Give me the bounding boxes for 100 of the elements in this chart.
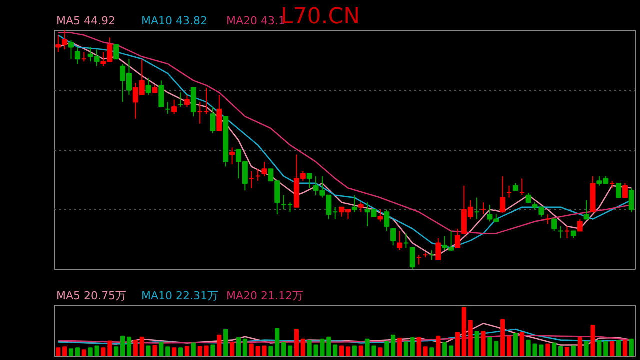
bar [455,332,460,356]
bar [133,340,138,356]
text: MA5 20.75万 [56,290,127,302]
bar [178,348,184,356]
bar [404,342,408,356]
bar [242,338,248,356]
bar [481,330,486,356]
candlestick [454,228,460,248]
bar [236,337,241,356]
bar [120,336,126,356]
bar [430,348,434,356]
candlestick [81,52,87,62]
bar [397,338,402,356]
candlestick [287,202,294,213]
bar [166,346,170,356]
candlestick [564,226,570,239]
candlestick [216,94,222,132]
bar [333,344,338,356]
candlestick [306,173,312,189]
bar [449,346,454,356]
bar [546,344,550,356]
bar [513,332,518,356]
candlestick [172,99,178,115]
bar [340,346,344,356]
candlestick [197,102,203,124]
bar [56,348,61,356]
bar [384,341,390,356]
bar [75,348,80,356]
bar [82,350,86,356]
candlestick [545,214,551,225]
candlestick [262,161,268,177]
bar [184,346,190,356]
candlestick [204,87,210,115]
candlestick [416,254,422,266]
bar [468,320,473,356]
candlestick [474,197,480,220]
bar [101,348,106,356]
candlestick [158,80,164,108]
bar [210,344,216,356]
bar [249,344,254,356]
candlestick [68,40,74,60]
bar [152,345,158,356]
bar [146,346,151,356]
candlestick [178,92,184,108]
bar [590,325,596,356]
bar [114,346,119,356]
bar [282,342,286,356]
candlestick [403,233,409,248]
bar [300,338,306,356]
bar [488,337,492,356]
bar [571,346,576,356]
candlestick [190,87,196,118]
candlestick [230,147,236,165]
text: MA10 22.31万 [142,290,218,302]
candlestick [577,218,583,232]
bar [558,346,564,356]
bar [604,341,608,356]
bar [268,346,274,356]
candlestick [584,200,590,220]
candlestick [526,192,532,204]
candlestick [410,247,416,270]
bar [217,334,222,356]
bar [629,338,634,356]
bar [275,328,280,356]
bar [126,336,132,356]
candlestick [378,209,384,222]
candlestick [436,238,442,260]
bar [616,340,622,356]
text: MA10 43.82 [142,14,208,28]
bar [500,319,506,356]
candlestick [281,194,287,210]
bar [288,346,293,356]
bar [378,348,383,356]
bar [191,342,196,356]
bar [506,336,512,356]
bar [622,340,628,356]
text: MA20 21.12万 [226,290,304,302]
bar [410,337,415,356]
bar [62,346,68,356]
bar [346,346,350,356]
candlestick [384,209,390,232]
candlestick [248,171,254,189]
candlestick [165,102,171,115]
bar [326,336,332,356]
candlestick [390,228,396,246]
bar [597,340,602,356]
candlestick [616,182,622,198]
candlestick [519,178,525,196]
bar [68,348,74,356]
candlestick [558,226,564,239]
candlestick [255,168,261,182]
candlestick [358,202,364,213]
bar [578,337,582,356]
bar [391,334,396,356]
candlestick [146,78,152,96]
bar [610,341,615,356]
bar [462,306,466,356]
candlestick [396,230,403,251]
bar [442,342,448,356]
candlestick [74,46,80,64]
